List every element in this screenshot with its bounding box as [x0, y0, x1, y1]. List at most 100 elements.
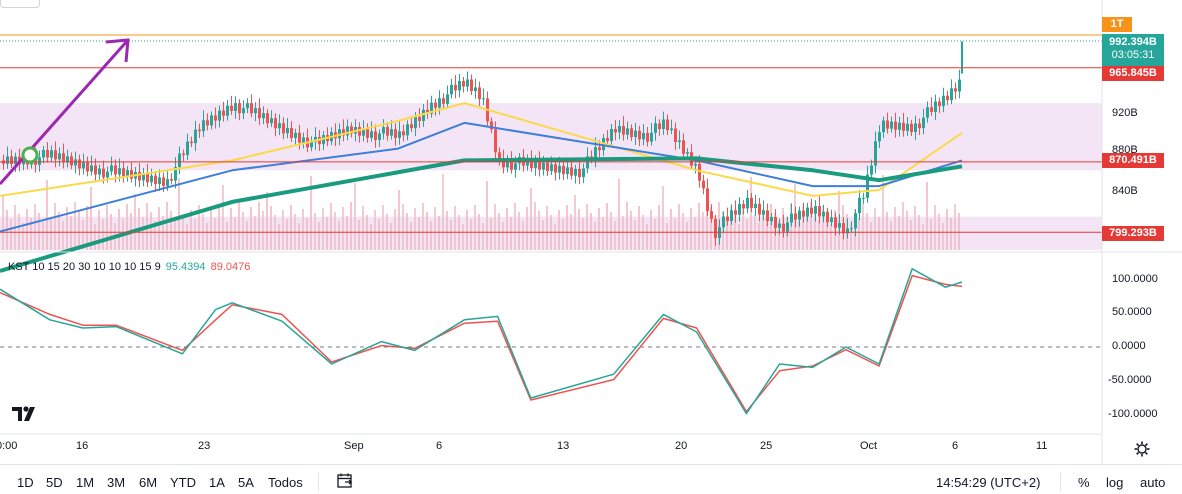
- candle-body: [138, 171, 141, 181]
- volume-bar: [70, 216, 72, 250]
- volume-bar: [270, 206, 272, 250]
- timeframe-button[interactable]: YTD: [170, 475, 196, 490]
- volume-bar: [362, 206, 364, 250]
- candle-body: [266, 113, 269, 124]
- candle-body: [366, 129, 369, 138]
- marker-circle[interactable]: [21, 146, 39, 164]
- top-left-button[interactable]: [0, 0, 40, 8]
- volume-bar: [98, 210, 100, 250]
- candle-body: [294, 132, 297, 138]
- volume-bar: [958, 213, 960, 250]
- candle-body: [758, 203, 761, 215]
- volume-bar: [426, 212, 428, 250]
- candle-body: [950, 88, 953, 101]
- kst-tick-label: 100.0000: [1112, 273, 1158, 285]
- timeframe-button[interactable]: 1M: [76, 475, 95, 490]
- candle-body: [790, 213, 793, 223]
- price-tick-label: 840B: [1112, 185, 1138, 197]
- log-toggle[interactable]: log: [1106, 475, 1124, 490]
- candle-body: [554, 164, 557, 173]
- volume-bar: [766, 218, 768, 250]
- candle-body: [606, 138, 609, 142]
- timeframe-button[interactable]: 1A: [209, 475, 225, 490]
- volume-bar: [926, 182, 928, 250]
- timeframe-button[interactable]: 1D: [17, 475, 34, 490]
- candle-body: [422, 109, 425, 121]
- candle-body: [226, 105, 229, 116]
- candle-body: [570, 167, 573, 176]
- candle-body: [506, 161, 509, 168]
- candle-body: [814, 206, 817, 214]
- volume-bar: [346, 216, 348, 250]
- candle-body: [66, 156, 69, 163]
- volume-bar: [234, 217, 236, 250]
- candle-body: [746, 197, 749, 209]
- price-tick-label: 880B: [1112, 144, 1138, 156]
- candle-body: [650, 132, 653, 142]
- candle-body: [894, 121, 897, 130]
- timeframe-button[interactable]: 3M: [107, 475, 126, 490]
- volume-bar: [482, 223, 484, 250]
- candle-body: [58, 153, 61, 160]
- kst-indicator-label: KST 10 15 20 30 10 10 10 15 9: [8, 261, 161, 273]
- volume-bar: [166, 202, 168, 250]
- candle-body: [474, 87, 477, 92]
- time-display[interactable]: 14:54:29 (UTC+2): [936, 475, 1041, 490]
- candle-body: [238, 103, 241, 114]
- kst-legend[interactable]: KST 10 15 20 30 10 10 10 15 9 95.4394 89…: [8, 261, 252, 273]
- timeframe-button[interactable]: Todos: [268, 475, 303, 490]
- volume-bar: [646, 224, 648, 250]
- volume-bar: [698, 203, 700, 250]
- candle-body: [246, 103, 249, 109]
- tradingview-logo-icon[interactable]: [10, 403, 38, 423]
- compare-date-icon[interactable]: [336, 473, 354, 494]
- auto-toggle[interactable]: auto: [1140, 475, 1166, 490]
- chart-area[interactable]: [0, 0, 1182, 464]
- volume-bar: [554, 224, 556, 250]
- volume-bar: [778, 222, 780, 250]
- volume-bar: [30, 218, 32, 250]
- volume-bar: [542, 220, 544, 250]
- volume-bar: [562, 219, 564, 250]
- volume-bar: [142, 217, 144, 250]
- percent-toggle[interactable]: %: [1078, 475, 1090, 490]
- candle-body: [566, 167, 569, 175]
- candle-body: [106, 171, 109, 178]
- candle-body: [762, 210, 765, 215]
- volume-bar: [266, 192, 268, 250]
- candle-body: [754, 203, 757, 209]
- candle-body: [282, 123, 285, 134]
- candle-body: [442, 98, 445, 104]
- candle-body: [206, 120, 209, 126]
- candle-body: [250, 103, 253, 114]
- trend-arrow-drawing[interactable]: [0, 38, 130, 185]
- volume-bar: [762, 209, 764, 250]
- volume-bar: [598, 208, 600, 250]
- volume-bar: [894, 207, 896, 250]
- timeframe-button[interactable]: 5A: [238, 475, 254, 490]
- candle-body: [482, 98, 485, 100]
- timeframe-button[interactable]: 6M: [139, 475, 158, 490]
- candle-body: [342, 129, 345, 136]
- candle-body: [214, 115, 217, 121]
- volume-bar: [658, 205, 660, 250]
- candle-body: [562, 165, 565, 175]
- volume-bar: [506, 208, 508, 250]
- candle-body: [726, 216, 729, 221]
- gear-icon[interactable]: [1134, 441, 1150, 460]
- candle-body: [550, 164, 553, 172]
- candle-body: [410, 124, 413, 129]
- volume-bar: [742, 210, 744, 250]
- volume-bar: [342, 207, 344, 250]
- volume-bar: [186, 224, 188, 250]
- volume-bar: [666, 223, 668, 250]
- volume-bar: [106, 205, 108, 250]
- candle-body: [654, 123, 657, 133]
- candle-body: [462, 80, 465, 87]
- volume-bar: [198, 205, 200, 250]
- candle-body: [50, 150, 53, 158]
- timeframe-button[interactable]: 5D: [46, 475, 63, 490]
- candle-body: [958, 79, 961, 92]
- volume-bar: [218, 204, 220, 250]
- candle-body: [906, 123, 909, 131]
